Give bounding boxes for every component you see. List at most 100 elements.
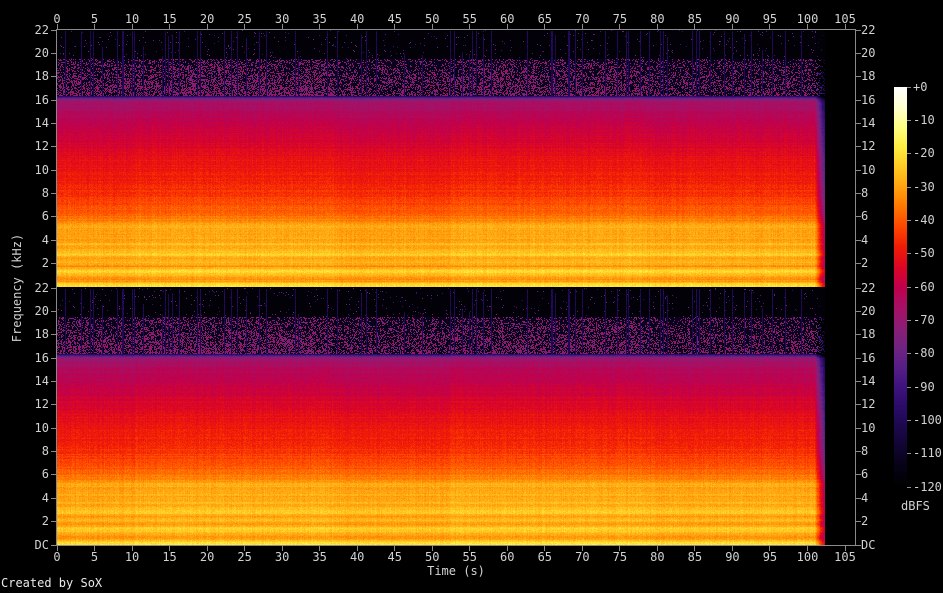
time-tick bbox=[506, 546, 508, 551]
colorbar-tick-label: -10 bbox=[913, 112, 935, 127]
freq-tick-label: 12 bbox=[861, 397, 876, 412]
colorbar-tick-label: -20 bbox=[913, 146, 935, 161]
time-tick-label: 90 bbox=[725, 12, 740, 26]
time-tick-label: 80 bbox=[650, 12, 665, 26]
freq-tick-label: 6 bbox=[861, 467, 869, 482]
colorbar-tick-label: -60 bbox=[913, 279, 935, 294]
freq-tick bbox=[856, 239, 861, 241]
freq-tick-label: 4 bbox=[861, 490, 869, 505]
freq-tick bbox=[51, 521, 56, 523]
spectrogram-left-channel bbox=[57, 30, 855, 287]
colorbar-tick bbox=[907, 319, 911, 321]
freq-tick-label: 22 bbox=[34, 22, 49, 37]
freq-tick bbox=[51, 52, 56, 54]
time-tick bbox=[356, 546, 358, 551]
time-tick bbox=[619, 546, 621, 551]
freq-tick-label: 14 bbox=[861, 115, 876, 130]
time-tick bbox=[544, 24, 546, 29]
time-tick bbox=[206, 24, 208, 29]
time-tick bbox=[169, 546, 171, 551]
freq-tick-label: 2 bbox=[41, 514, 49, 529]
time-tick bbox=[431, 24, 433, 29]
freq-tick bbox=[51, 380, 56, 382]
freq-tick-label: 20 bbox=[34, 45, 49, 60]
time-tick-label: 10 bbox=[124, 12, 140, 26]
freq-tick bbox=[856, 216, 861, 218]
freq-tick-label: 10 bbox=[34, 420, 49, 435]
freq-tick-label: 6 bbox=[861, 209, 869, 224]
freq-tick-label: 12 bbox=[34, 397, 49, 412]
freq-tick bbox=[856, 451, 861, 453]
colorbar-tick-label: +0 bbox=[913, 79, 928, 94]
freq-tick bbox=[51, 122, 56, 124]
time-tick-label: 100 bbox=[796, 12, 819, 26]
freq-tick-label: 22 bbox=[861, 22, 876, 37]
time-tick bbox=[394, 24, 396, 29]
colorbar bbox=[894, 87, 907, 487]
freq-tick bbox=[51, 357, 56, 359]
time-tick bbox=[319, 24, 321, 29]
time-tick bbox=[56, 546, 58, 551]
freq-tick-label: 18 bbox=[34, 327, 49, 342]
colorbar-tick bbox=[907, 86, 911, 88]
time-tick bbox=[731, 546, 733, 551]
colorbar-tick-label: -90 bbox=[913, 379, 935, 394]
time-tick bbox=[169, 24, 171, 29]
time-tick-label: 5 bbox=[90, 12, 99, 26]
time-tick bbox=[469, 24, 471, 29]
colorbar-tick-label: -40 bbox=[913, 212, 935, 227]
time-tick-label: 30 bbox=[274, 550, 290, 564]
time-tick-label: 55 bbox=[462, 550, 477, 564]
colorbar-tick bbox=[907, 419, 911, 421]
time-tick bbox=[131, 546, 133, 551]
freq-tick-label: 22 bbox=[861, 280, 876, 295]
freq-tick bbox=[51, 497, 56, 499]
time-tick bbox=[619, 24, 621, 29]
freq-tick-label: 6 bbox=[41, 467, 49, 482]
freq-tick bbox=[856, 52, 861, 54]
freq-tick-label: 16 bbox=[34, 92, 49, 107]
freq-tick-label: DC bbox=[861, 537, 876, 552]
time-tick bbox=[656, 24, 658, 29]
time-tick bbox=[281, 546, 283, 551]
time-tick-label: 45 bbox=[387, 12, 402, 26]
time-tick bbox=[94, 24, 96, 29]
time-tick-label: 50 bbox=[425, 12, 440, 26]
time-tick-label: 30 bbox=[274, 12, 290, 26]
freq-tick-label: 20 bbox=[861, 45, 876, 60]
freq-tick-label: 20 bbox=[861, 303, 876, 318]
freq-tick-label: 14 bbox=[861, 373, 876, 388]
freq-tick bbox=[856, 169, 861, 171]
colorbar-tick bbox=[907, 353, 911, 355]
time-tick bbox=[581, 24, 583, 29]
freq-tick bbox=[856, 380, 861, 382]
time-tick bbox=[806, 546, 808, 551]
time-tick-label: 100 bbox=[796, 550, 819, 564]
freq-tick bbox=[856, 263, 861, 265]
freq-tick-label: 10 bbox=[861, 420, 876, 435]
freq-tick-label: 2 bbox=[41, 256, 49, 271]
freq-tick bbox=[51, 287, 56, 289]
freq-tick bbox=[856, 404, 861, 406]
time-tick-label: 45 bbox=[387, 550, 402, 564]
freq-tick bbox=[856, 521, 861, 523]
time-tick bbox=[56, 24, 58, 29]
time-tick-label: 50 bbox=[425, 550, 440, 564]
freq-tick bbox=[856, 29, 861, 31]
freq-tick bbox=[51, 169, 56, 171]
time-tick-label: 95 bbox=[762, 12, 778, 26]
time-tick bbox=[244, 24, 246, 29]
colorbar-tick bbox=[907, 286, 911, 288]
freq-tick bbox=[51, 544, 56, 546]
freq-tick-label: 22 bbox=[34, 280, 49, 295]
freq-tick bbox=[856, 357, 861, 359]
colorbar-tick-label: -100 bbox=[913, 412, 942, 427]
freq-tick bbox=[51, 334, 56, 336]
freq-tick-label: 10 bbox=[34, 162, 49, 177]
plot-border bbox=[56, 29, 856, 546]
time-tick bbox=[731, 24, 733, 29]
time-tick-label: 75 bbox=[612, 12, 628, 26]
time-tick bbox=[769, 24, 771, 29]
freq-tick-label: 8 bbox=[41, 444, 49, 459]
